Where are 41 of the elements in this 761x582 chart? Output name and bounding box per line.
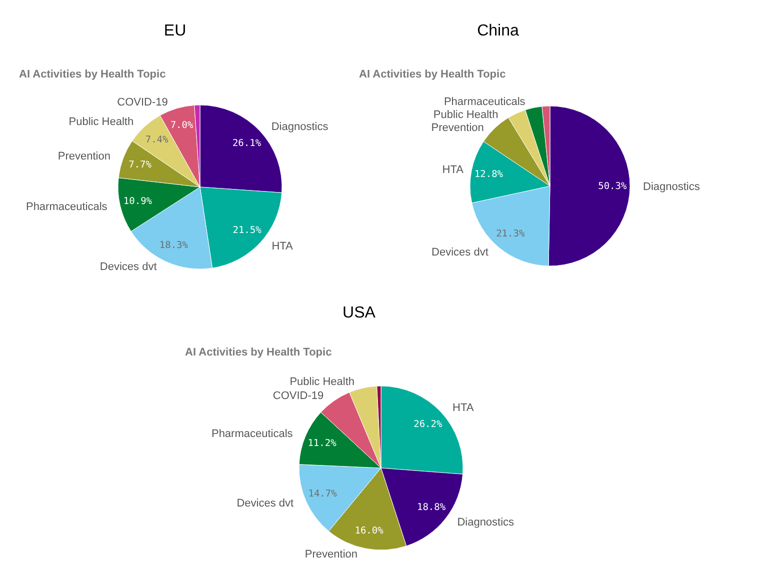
slice-label: Diagnostics — [457, 516, 515, 528]
chart-subtitle: AI Activities by Health Topic — [19, 68, 166, 80]
data-label: 21.5% — [232, 224, 262, 236]
data-label: 18.8% — [416, 502, 446, 514]
data-label: 26.2% — [414, 419, 442, 430]
slice-label: Pharmaceuticals — [211, 428, 294, 440]
data-label: 50.3% — [598, 181, 627, 192]
slice-label: Devices dvt — [432, 246, 488, 258]
chart-title: China — [477, 22, 519, 40]
slice-label: Public Health — [433, 108, 498, 121]
slice-label: HTA — [452, 402, 474, 414]
slice-label: HTA — [442, 164, 464, 176]
slice-label: Public Health — [68, 116, 134, 128]
slice-label: Prevention — [431, 122, 484, 134]
slice-label: Diagnostics — [271, 120, 329, 133]
slice-label: Public Health — [290, 376, 355, 388]
data-label: 7.0% — [170, 120, 194, 132]
slice-label: Devices dvt — [100, 261, 157, 274]
data-label: 7.4% — [145, 134, 169, 146]
data-label: 16.0% — [354, 525, 384, 536]
data-label: 7.7% — [128, 159, 152, 170]
chart-subtitle: AI Activities by Health Topic — [185, 346, 332, 358]
chart-subtitle: AI Activities by Health Topic — [359, 68, 506, 80]
slice-label: Pharmaceuticals — [444, 96, 526, 108]
slice-label: COVID-19 — [272, 390, 324, 402]
data-label: 10.9% — [123, 196, 152, 208]
slice-label: Devices dvt — [236, 498, 294, 510]
slice-label: HTA — [272, 240, 294, 253]
data-label: 12.8% — [474, 168, 504, 180]
slice-label: Pharmaceuticals — [26, 201, 108, 214]
slice-label: COVID-19 — [117, 96, 168, 109]
slice-label: Prevention — [304, 548, 358, 560]
slice-label: Diagnostics — [642, 180, 700, 193]
slice-label: Prevention — [58, 150, 110, 162]
chart-title: USA — [342, 304, 376, 322]
data-label: 11.2% — [308, 438, 337, 449]
data-label: 26.1% — [232, 138, 262, 149]
data-label: 18.3% — [159, 240, 188, 251]
data-label: 21.3% — [496, 228, 525, 240]
chart-title: EU — [164, 22, 186, 40]
data-label: 14.7% — [308, 488, 338, 500]
